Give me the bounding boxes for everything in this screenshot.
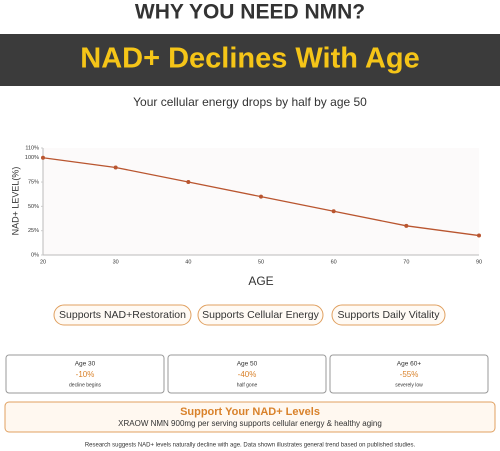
promo-title: Support Your NAD+ Levels bbox=[180, 406, 320, 418]
card-age: Age 60+ bbox=[397, 361, 422, 368]
y-tick-label: 75% bbox=[28, 179, 39, 185]
x-tick-label: 30 bbox=[113, 259, 119, 265]
card-note: decline begins bbox=[69, 382, 101, 388]
stat-card bbox=[5, 354, 165, 394]
point bbox=[331, 209, 336, 214]
point bbox=[113, 165, 118, 170]
stat-card bbox=[329, 354, 489, 394]
banner-band bbox=[0, 34, 500, 86]
x-tick-label: 20 bbox=[40, 259, 46, 265]
subtitle: Your cellular energy drops by half by ag… bbox=[133, 95, 367, 109]
badge-label: Supports Daily Vitality bbox=[338, 309, 441, 321]
card-note: half gone bbox=[237, 382, 258, 388]
point bbox=[186, 180, 191, 185]
y-axis-title: NAD+ LEVEL(%) bbox=[10, 167, 20, 236]
card-age: Age 50 bbox=[237, 361, 258, 368]
x-tick-label: 40 bbox=[185, 259, 191, 265]
page-title: WHY YOU NEED NMN? bbox=[135, 1, 365, 24]
promo-box bbox=[4, 401, 496, 433]
y-tick-label: 25% bbox=[28, 228, 39, 234]
x-tick-label: 90 bbox=[476, 259, 482, 265]
point bbox=[259, 194, 263, 199]
promo-text: XRAOW NMN 900mg per serving supports cel… bbox=[118, 419, 382, 428]
x-axis-title: AGE bbox=[248, 274, 273, 288]
point bbox=[477, 233, 481, 238]
banner-title: NAD+ Declines With Age bbox=[80, 43, 419, 75]
stat-card bbox=[167, 354, 327, 394]
card-change: -40% bbox=[238, 370, 257, 379]
plot-area bbox=[43, 148, 479, 255]
card-change: -55% bbox=[400, 370, 419, 379]
badge-label: Supports NAD+Restoration bbox=[59, 309, 186, 321]
card-age: Age 30 bbox=[75, 361, 96, 368]
y-tick-label: 50% bbox=[28, 204, 39, 210]
x-tick-label: 60 bbox=[331, 259, 337, 265]
point bbox=[41, 155, 45, 160]
y-tick-label: 110% bbox=[25, 145, 39, 151]
badge-label: Supports Cellular Energy bbox=[202, 309, 319, 321]
x-tick-label: 50 bbox=[258, 259, 264, 265]
card-change: -10% bbox=[76, 370, 95, 379]
badge bbox=[331, 304, 446, 326]
y-tick-label: 100% bbox=[25, 155, 39, 161]
badge bbox=[53, 304, 192, 326]
y-tick-label: 0% bbox=[31, 252, 39, 258]
badge bbox=[197, 304, 324, 326]
footer-note: Research suggests NAD+ levels naturally … bbox=[85, 443, 416, 449]
point bbox=[404, 223, 409, 228]
x-tick-label: 70 bbox=[403, 259, 409, 265]
card-note: severely low bbox=[395, 382, 423, 388]
